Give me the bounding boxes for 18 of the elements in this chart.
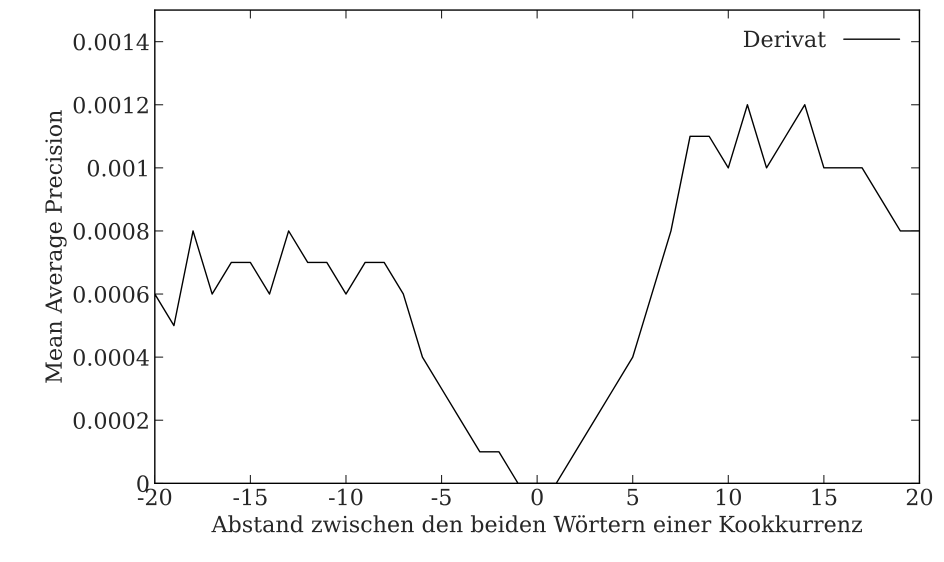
y-tick-label: 0.001 xyxy=(88,160,147,177)
y-tick-label: 0.0014 xyxy=(74,34,149,50)
y-tick-label: 0.0008 xyxy=(74,222,148,240)
x-tick-label: 10 xyxy=(716,488,741,506)
x-tick-label: 0 xyxy=(532,488,543,506)
y-tick-label: 0.0012 xyxy=(74,96,148,114)
x-tick-label: 15 xyxy=(812,488,836,506)
x-tick-label: -5 xyxy=(432,488,451,506)
y-tick-label: 0.0002 xyxy=(74,412,148,429)
x-axis-title: Abstand zwischen den beiden Wörtern einer Kookkurrenz xyxy=(211,515,862,532)
x-tick-label: 20 xyxy=(906,488,932,506)
y-tick-label: 0.0004 xyxy=(74,349,149,366)
y-axis-title: Mean Average Precision xyxy=(45,110,67,383)
x-tick-label: 5 xyxy=(628,488,638,506)
x-tick-label: -10 xyxy=(329,488,362,506)
x-tick-label: -15 xyxy=(233,488,267,506)
y-tick-label: 0.0006 xyxy=(74,286,149,303)
legend-label: Derivat xyxy=(744,30,826,48)
